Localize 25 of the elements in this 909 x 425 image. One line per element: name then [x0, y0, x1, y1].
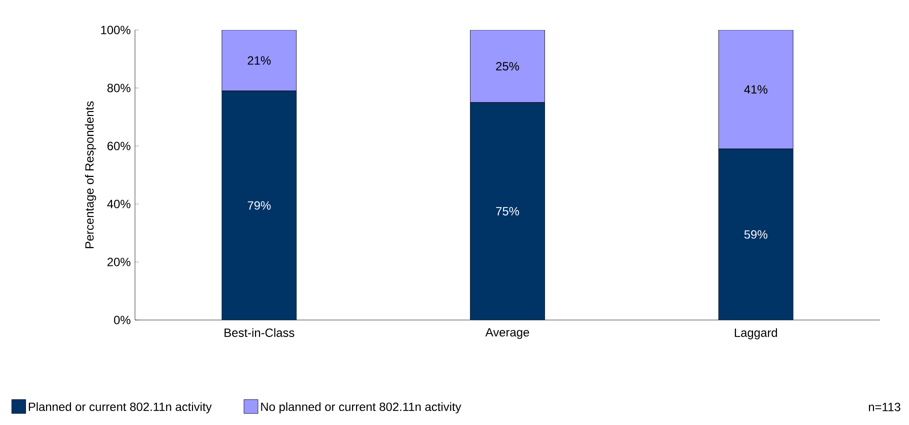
bar	[222, 90, 296, 320]
bar	[718, 148, 794, 320]
y-axis-title: Percentage of Respondents	[84, 101, 96, 248]
data-label: 25%	[496, 62, 520, 70]
legend-label: Planned or current 802.11n activity	[28, 402, 212, 414]
bar	[470, 102, 545, 320]
y-tick-label: 0%	[114, 316, 130, 324]
bar	[470, 30, 545, 103]
bar	[718, 30, 794, 150]
y-tick-label: 100%	[101, 26, 130, 34]
data-label: 79%	[248, 201, 271, 210]
data-label: 59%	[744, 230, 768, 239]
x-tick-label: Average	[485, 328, 530, 339]
legend-label: No planned or current 802.11n activity	[261, 402, 462, 414]
text: n=113	[868, 402, 900, 412]
data-label: 21%	[248, 56, 271, 65]
data-label: 41%	[744, 85, 768, 94]
bar	[222, 30, 297, 92]
x-tick-label: Laggard	[734, 328, 777, 340]
y-tick-label: 20%	[107, 258, 130, 266]
y-tick-label: 60%	[107, 142, 130, 150]
x-tick-label: Best-in-Class	[224, 328, 294, 337]
y-tick-label: 80%	[107, 84, 130, 92]
data-label: 75%	[496, 207, 520, 216]
y-tick-label: 40%	[107, 200, 130, 208]
